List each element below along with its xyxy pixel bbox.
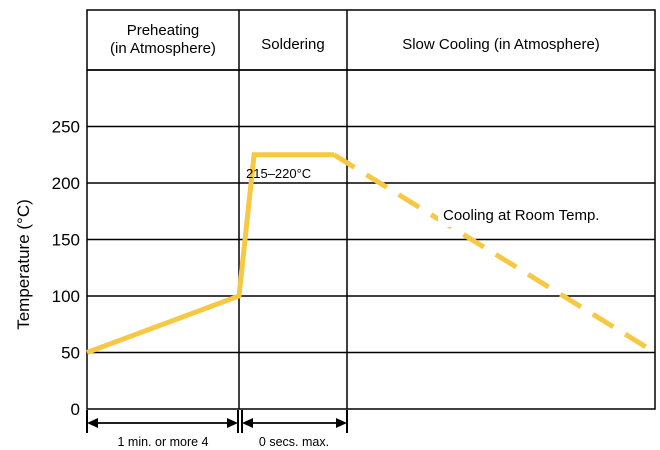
y-tick-label-100: 100	[52, 287, 80, 306]
preheat-duration-label: 1 min. or more 4	[117, 435, 208, 449]
phase-label-2-line-0: Slow Cooling (in Atmosphere)	[402, 36, 600, 53]
soldering-duration-label: 0 secs. max.	[259, 435, 329, 449]
y-tick-label-0: 0	[71, 400, 80, 419]
y-tick-label-50: 50	[61, 344, 80, 363]
chart-frame	[86, 9, 656, 410]
phase-label-1-line-0: Soldering	[261, 36, 324, 53]
phase-label-0-line-1: (in Atmosphere)	[110, 40, 216, 57]
y-axis-title: Temperature (°C)	[14, 199, 33, 330]
chart-annotations: 215–220°C Cooling at Room Temp.	[246, 166, 638, 227]
phase-label-0-line-0: Preheating	[127, 22, 200, 39]
soldering-duration-arrowhead-left	[242, 418, 253, 428]
y-tick-label-200: 200	[52, 174, 80, 193]
cooling-label: Cooling at Room Temp.	[443, 207, 599, 224]
y-axis: 0 50 100 150 200 250 Temperature (°C)	[14, 118, 80, 420]
duration-markers: 1 min. or more 4 0 secs. max.	[86, 410, 348, 449]
cooling-label-background	[438, 201, 638, 227]
profile-line-dashed	[332, 152, 657, 355]
preheat-duration-arrowhead-right	[227, 418, 238, 428]
preheat-duration-arrowhead-left	[87, 418, 98, 428]
y-tick-label-150: 150	[52, 231, 80, 250]
soldering-duration-arrowhead-right	[336, 418, 347, 428]
y-tick-label-250: 250	[52, 118, 80, 137]
temperature-profile	[86, 152, 657, 355]
soldering-temp-label: 215–220°C	[246, 166, 311, 181]
phase-header: Preheating(in Atmosphere) Soldering Slow C…	[110, 22, 600, 57]
profile-line-solid	[86, 152, 334, 355]
